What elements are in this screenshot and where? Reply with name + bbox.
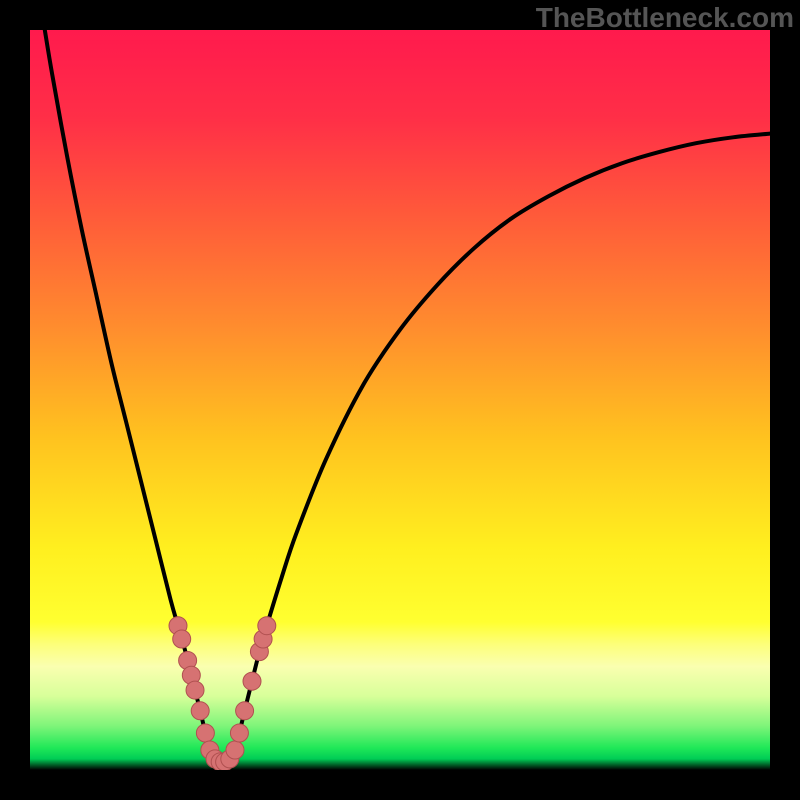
chart-border xyxy=(0,0,800,800)
chart-container: TheBottleneck.com xyxy=(0,0,800,800)
watermark-text: TheBottleneck.com xyxy=(536,2,794,34)
